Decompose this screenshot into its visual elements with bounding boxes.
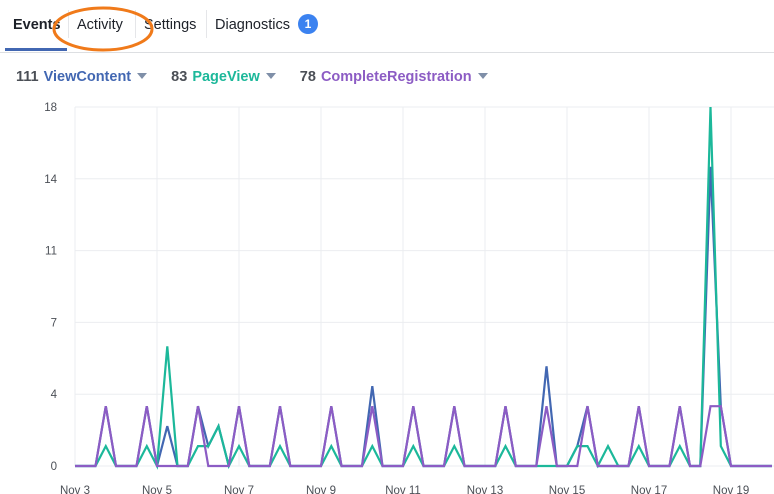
caret-down-icon [477,73,488,79]
active-tab-indicator [5,48,67,51]
chart-series [75,106,772,470]
event-name: PageView [192,69,260,85]
x-tick-label: Nov 11 [385,485,421,494]
event-count: 111 [16,69,39,85]
caret-down-icon [265,73,276,79]
y-tick-label: 18 [44,102,57,114]
y-tick-label: 4 [51,389,58,401]
y-tick-label: 14 [44,174,57,186]
y-tick-label: 7 [51,317,57,329]
chart-grid [74,106,774,467]
event-legend: 111 ViewContent 83 PageView 78 CompleteRegi… [16,69,508,85]
tab-label: Settings [144,17,197,33]
chart-axes: 0 4 7 11 14 18 Nov 3 Nov 5 Nov 7 Nov 9 Nov 11 Nov 1… [44,102,749,494]
tab-settings[interactable]: Settings [144,14,196,36]
x-tick-label: Nov 19 [713,485,749,494]
y-tick-label: 11 [45,246,57,258]
legend-viewcontent[interactable]: 111 ViewContent [16,69,148,85]
event-count: 83 [171,69,188,85]
x-tick-label: Nov 3 [60,485,90,494]
x-tick-label: Nov 15 [549,485,585,494]
x-tick-label: Nov 5 [142,485,172,494]
caret-down-icon [137,73,148,79]
legend-pageview[interactable]: 83 PageView [171,69,276,85]
x-tick-label: Nov 9 [306,485,336,494]
event-name: CompleteRegistration [320,69,472,85]
series-line-completeregistration [75,405,772,468]
legend-completeregistration[interactable]: 78 CompleteRegistration [300,69,488,85]
x-tick-label: Nov 17 [631,485,667,494]
tab-divider [206,10,207,38]
x-tick-label: Nov 13 [467,485,503,494]
event-count: 78 [299,69,316,85]
x-tick-label: Nov 7 [224,485,254,494]
notification-badge: 1 [297,14,318,34]
tab-diagnostics[interactable]: Diagnostics 1 [215,14,318,36]
event-name: ViewContent [43,69,132,85]
series-line-pageview [75,106,772,470]
tab-events[interactable]: Events [13,14,61,36]
tab-label: Diagnostics [215,17,290,33]
tab-label: Events [13,17,61,33]
y-tick-label: 0 [51,461,57,473]
series-line-viewcontent [75,166,772,468]
